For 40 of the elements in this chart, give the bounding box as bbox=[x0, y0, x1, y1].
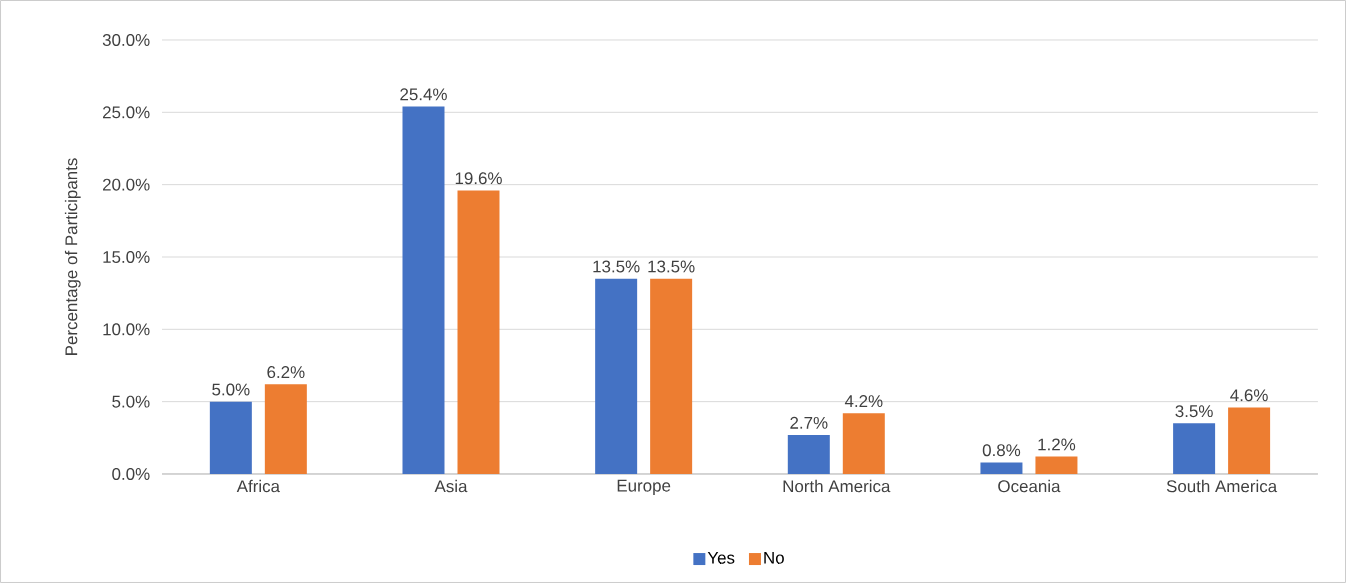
bar bbox=[980, 462, 1023, 474]
x-tick-label: South America bbox=[1166, 479, 1278, 493]
x-tick-label: North America bbox=[783, 479, 891, 493]
x-tick-label: Europe bbox=[617, 479, 671, 495]
data-label: 2.7% bbox=[790, 416, 828, 429]
y-tick-label: 20.0% bbox=[103, 178, 150, 191]
y-tick-label: 30.0% bbox=[102, 33, 150, 46]
x-tick-label: Africa bbox=[236, 479, 280, 493]
y-tick-label: 5.0% bbox=[112, 395, 150, 408]
data-label: 0.8% bbox=[982, 444, 1021, 457]
bar bbox=[595, 278, 638, 474]
data-label: 19.6% bbox=[455, 172, 502, 185]
bar bbox=[1228, 407, 1271, 474]
data-label: 25.4% bbox=[400, 88, 447, 101]
data-label: 4.6% bbox=[1230, 389, 1268, 402]
y-tick-label: 25.0% bbox=[103, 106, 150, 119]
data-label: 13.5% bbox=[593, 260, 640, 273]
bar bbox=[787, 434, 830, 474]
y-tick-label: 15.0% bbox=[103, 250, 150, 263]
bar bbox=[1035, 456, 1078, 474]
data-label: 1.2% bbox=[1038, 438, 1076, 451]
bar bbox=[1173, 423, 1216, 474]
bar bbox=[402, 106, 445, 474]
bar bbox=[264, 384, 307, 474]
data-label: 5.0% bbox=[212, 383, 250, 396]
legend-label: Yes bbox=[707, 551, 735, 564]
bar bbox=[650, 278, 693, 474]
data-label: 3.5% bbox=[1175, 405, 1213, 418]
y-tick-label: 0.0% bbox=[112, 467, 150, 480]
x-tick-label: Asia bbox=[434, 479, 468, 493]
data-label: 4.2% bbox=[844, 395, 883, 408]
y-tick-label: 10.0% bbox=[103, 323, 150, 336]
data-label: 13.5% bbox=[648, 260, 695, 273]
bar bbox=[842, 413, 885, 474]
y-axis-title: Percentage of Participants bbox=[64, 158, 81, 355]
data-label: 6.2% bbox=[267, 366, 305, 379]
bar bbox=[457, 190, 500, 474]
bar bbox=[209, 401, 252, 474]
x-tick-label: Oceania bbox=[998, 479, 1061, 493]
legend-label: No bbox=[764, 551, 784, 564]
